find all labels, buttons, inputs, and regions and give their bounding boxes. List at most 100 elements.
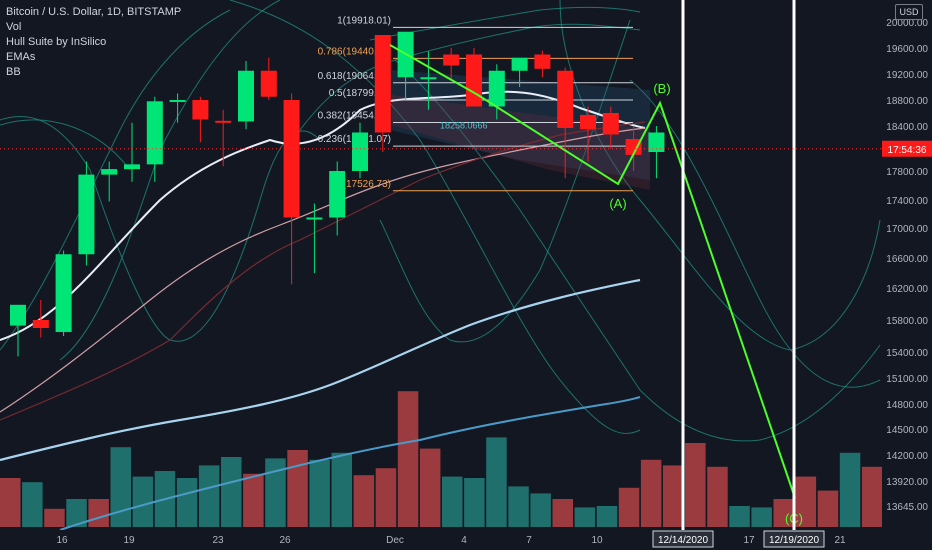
fib-inline-value: 18258.0666 [440, 120, 488, 130]
fib-level-label: 0.382(18454.20) [318, 110, 391, 121]
price-tick-label: 15400.00 [886, 348, 928, 359]
volume-bar [132, 476, 154, 527]
volume-bar [663, 465, 684, 527]
price-tick-label: 15100.00 [886, 374, 928, 385]
time-tick-label: 10 [591, 535, 603, 546]
volume-bar [464, 478, 485, 527]
bollinger-bands [0, 0, 881, 442]
time-tick-label: 17 [743, 535, 755, 546]
price-tick-label: 13645.00 [886, 502, 928, 513]
volume-bar [397, 391, 419, 527]
volume-bar [839, 452, 861, 527]
candle-body [534, 54, 551, 69]
chart-legend: Bitcoin / U.S. Dollar, 1D, BITSTAMP Vol … [6, 5, 181, 80]
candle-body [511, 57, 528, 71]
time-tick-label: 26 [279, 535, 291, 546]
fib-level-label: 0.786(19440.28) [318, 46, 391, 57]
volume-bar [530, 493, 551, 527]
volume-bar [331, 452, 352, 527]
legend-vol[interactable]: Vol [6, 21, 22, 33]
current-price-label: 17:54:36 [888, 145, 927, 156]
bb-fill [390, 70, 650, 180]
time-tick-label: Dec [386, 535, 404, 546]
volume-bar [729, 506, 750, 527]
candle-body [352, 132, 368, 171]
price-tick-label: 14500.00 [886, 425, 928, 436]
candle-body [374, 35, 391, 133]
legend-emas[interactable]: EMAs [6, 51, 36, 63]
price-axis: 20000.00 19600.00 19200.00 18800.00 18400.00… [0, 18, 932, 513]
price-tick-label: 16600.00 [886, 254, 928, 265]
currency-badge[interactable]: USD [895, 4, 923, 20]
volume-bar [110, 447, 131, 527]
volume-bar [0, 478, 21, 527]
candle-body [260, 70, 277, 97]
candle-body [101, 169, 118, 175]
date-marker-box [652, 530, 714, 548]
bb-curve [299, 23, 641, 131]
candle-body [466, 54, 482, 107]
volume-bar [795, 476, 817, 527]
price-tick-label: 19600.00 [886, 44, 928, 55]
candle-body [420, 77, 437, 80]
time-tick-label: 16 [56, 535, 68, 546]
time-tick-label: 23 [212, 535, 224, 546]
price-tick-label: 18400.00 [886, 122, 928, 133]
bb-curve [229, 0, 641, 434]
price-tick-label: 20000.00 [886, 18, 928, 29]
time-axis: 16 19 23 26 Dec 4 7 10 17 21 12/14/2020 12/19/2020 [0, 530, 932, 550]
candle-body [238, 70, 254, 122]
fib-level-label: 0.5(18799.37) [329, 88, 391, 99]
candle-body [10, 304, 26, 326]
fib-level-label: 0.618(19064.53) [318, 71, 391, 82]
bb-curve [629, 79, 881, 388]
candle-body [443, 54, 460, 66]
candle-body [55, 254, 72, 332]
legend-bb[interactable]: BB [6, 66, 21, 78]
bb-curve [394, 59, 881, 442]
date-marker-label: 12/14/2020 [658, 535, 708, 546]
wave-label: (A) [609, 196, 626, 211]
volume-bar [596, 506, 618, 527]
price-tick-label: 19200.00 [886, 70, 928, 81]
price-tick-label: 13920.00 [886, 477, 928, 488]
candle-body [146, 101, 163, 165]
candle-body [169, 100, 186, 102]
vertical-markers [681, 0, 796, 530]
candle-body [32, 320, 49, 328]
candle-body [306, 217, 323, 220]
candle-body [557, 70, 574, 128]
price-tick-label: 14200.00 [886, 451, 928, 462]
volume-bar [574, 507, 596, 527]
volume-bar [198, 465, 220, 527]
wave-label: (B) [653, 81, 670, 96]
candle-body [192, 100, 209, 120]
ema-longest [59, 396, 641, 531]
current-price-badge [882, 140, 932, 157]
candle-body [580, 114, 596, 130]
candle-body [488, 70, 505, 107]
volume-bar [773, 499, 794, 527]
volume-bar [375, 468, 397, 527]
symbol-title[interactable]: Bitcoin / U.S. Dollar, 1D, BITSTAMP [6, 6, 182, 18]
fibonacci-retracement: 1(19918.01) 0.786(19440.28) 0.618(19064.53… [318, 15, 633, 192]
legend-hull-suite[interactable]: Hull Suite by InSilico [6, 36, 107, 48]
volume-bar [685, 443, 706, 527]
candle-body [648, 132, 665, 152]
price-tick-label: 16200.00 [886, 284, 928, 295]
ema-slow [0, 121, 646, 421]
price-tick-label: 17000.00 [886, 224, 928, 235]
candle-body [329, 171, 346, 218]
candle-body [215, 120, 232, 123]
volume-bar [88, 499, 109, 527]
bb-curve [0, 119, 131, 171]
volume-bar [508, 486, 529, 527]
volume-bar [66, 499, 87, 527]
volume-bar [861, 466, 883, 527]
bb-curve [0, 9, 231, 351]
volume-bar [309, 459, 330, 527]
time-tick-label: 7 [526, 535, 532, 546]
elliott-wave-projection: (A)(B)(C) [389, 44, 803, 526]
volume-bar [353, 475, 375, 527]
